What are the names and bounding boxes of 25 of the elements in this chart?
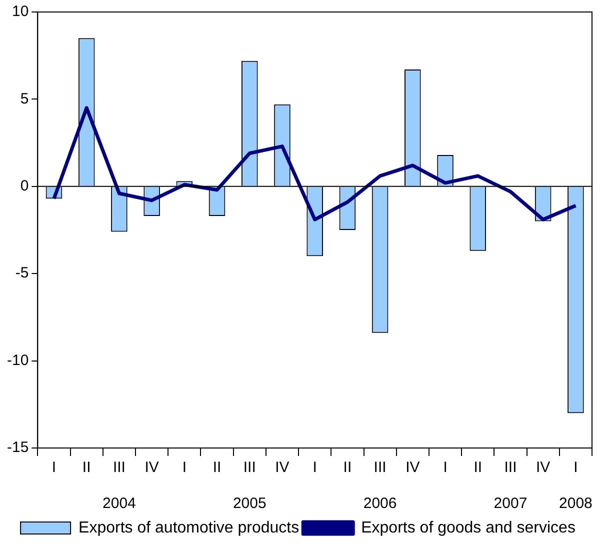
x-tick-label: IV	[144, 459, 159, 476]
x-tick-label: IV	[406, 459, 420, 476]
x-tick-label: I	[312, 459, 317, 476]
y-tick-label: -15	[6, 439, 29, 456]
y-tick-label: 0	[20, 178, 29, 195]
legend-label: Exports of automotive products	[78, 519, 300, 536]
x-tick-label: IV	[536, 459, 550, 476]
x-tick-label: IV	[275, 459, 290, 476]
x-tick-label: I	[182, 459, 186, 476]
x-tick-label: II	[212, 459, 222, 476]
category-label: III 2004	[102, 459, 136, 512]
y-tick-label: -5	[15, 264, 29, 282]
x-tick-label: II	[82, 459, 91, 476]
x-tick-label: II	[343, 459, 352, 476]
x-tick-label: I	[443, 459, 448, 476]
x-tick-label: II	[474, 459, 482, 476]
category-label: III 2005	[232, 459, 266, 512]
category-label: I 2008	[559, 459, 592, 512]
y-tick-label: 5	[20, 90, 29, 108]
y-tick-label: 10	[12, 3, 29, 20]
category-label: III 2007	[494, 459, 528, 512]
legend-label: Exports of goods and services	[361, 519, 576, 536]
category-label: III 2006	[363, 459, 397, 512]
x-tick-label: I	[52, 459, 56, 476]
y-tick-label: -10	[6, 352, 29, 369]
